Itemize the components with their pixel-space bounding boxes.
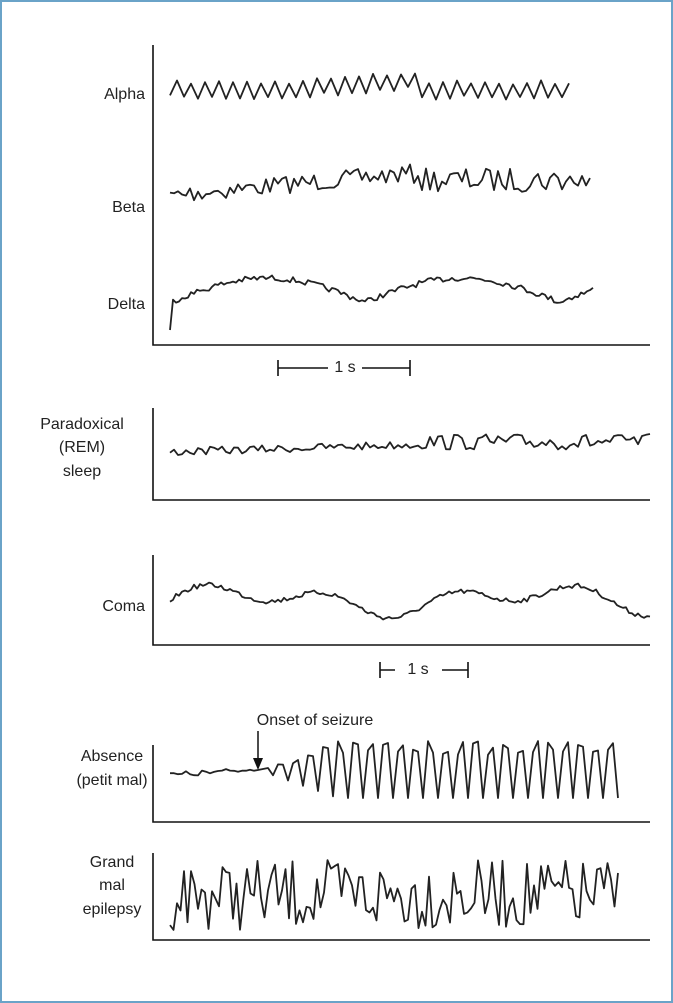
trace-label: sleep [63, 463, 101, 480]
waveform [169, 72, 570, 101]
trace-label: epilepsy [83, 901, 142, 918]
waveform [169, 581, 651, 621]
axis [152, 408, 650, 501]
trace-label: (petit mal) [76, 772, 147, 789]
trace-label: Grand [90, 854, 134, 871]
trace-label: (REM) [59, 439, 105, 456]
arrow [253, 731, 263, 770]
waveforms [169, 72, 651, 931]
trace-label: Coma [102, 598, 145, 615]
scale-label: 1 s [407, 661, 428, 678]
waveform [169, 433, 651, 456]
axis [152, 45, 650, 346]
trace-label: Alpha [104, 86, 145, 103]
trace-label: Paradoxical [40, 416, 124, 433]
scale-line [379, 662, 469, 678]
axes [152, 45, 650, 941]
trace-label: Absence [81, 748, 143, 765]
scale-label: 1 s [334, 359, 355, 376]
axis [152, 555, 650, 646]
trace-label: mal [99, 877, 125, 894]
scale-line [277, 360, 411, 376]
trace-label: Delta [108, 296, 145, 313]
axis [152, 853, 650, 941]
annotation: Onset of seizure [257, 712, 374, 729]
waveform [169, 163, 591, 202]
waveform [169, 274, 594, 331]
scale-bar: 1 s [379, 661, 469, 678]
axis [152, 745, 650, 823]
waveform [170, 740, 619, 799]
labels: Alpha Beta Delta Paradoxical (REM) sleep… [40, 86, 147, 918]
scale-bar: 1 s [277, 359, 411, 376]
waveform [169, 859, 619, 931]
trace-label: Beta [112, 199, 145, 216]
